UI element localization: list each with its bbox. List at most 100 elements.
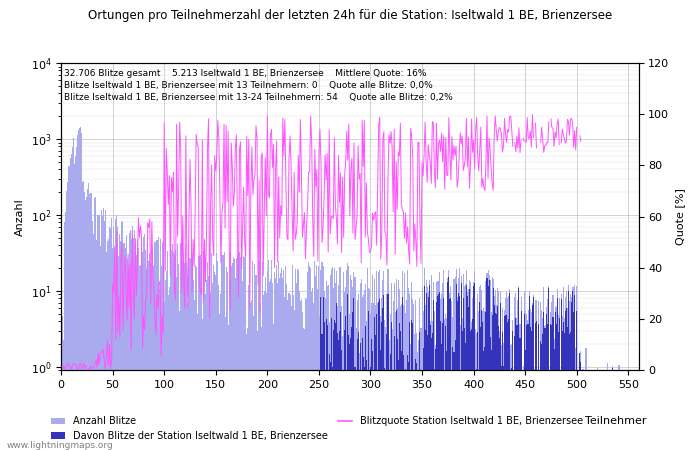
Bar xyxy=(366,321,367,450)
Bar xyxy=(360,279,362,450)
Bar xyxy=(473,282,474,450)
Bar xyxy=(541,310,542,450)
Bar xyxy=(454,340,456,450)
Bar xyxy=(414,374,415,450)
Bar xyxy=(456,301,458,450)
Bar xyxy=(367,393,368,450)
Bar xyxy=(444,380,445,450)
Bar xyxy=(244,256,245,450)
Bar xyxy=(236,258,237,450)
Bar xyxy=(439,272,440,450)
Bar xyxy=(102,216,103,450)
Bar xyxy=(573,287,574,450)
Bar xyxy=(413,397,414,450)
Bar xyxy=(171,250,172,450)
Bar xyxy=(428,285,430,450)
Bar xyxy=(380,316,382,450)
Bar xyxy=(408,362,409,450)
Bar xyxy=(253,316,254,450)
Bar xyxy=(338,340,339,450)
Bar xyxy=(219,314,220,450)
Bar xyxy=(369,387,370,450)
Bar xyxy=(155,242,157,450)
Bar xyxy=(319,316,321,450)
Bar xyxy=(473,286,474,450)
Bar xyxy=(356,338,358,450)
Bar xyxy=(540,341,541,450)
Bar xyxy=(107,241,108,450)
Bar xyxy=(571,297,572,450)
Bar xyxy=(149,253,150,450)
Bar xyxy=(384,368,386,450)
Bar xyxy=(254,264,256,450)
Bar xyxy=(470,282,471,450)
Bar xyxy=(64,212,66,450)
Bar xyxy=(316,266,317,450)
Bar xyxy=(620,395,622,450)
Bar xyxy=(601,380,602,450)
Bar xyxy=(360,374,362,450)
Blitzquote Station Iseltwald 1 BE, Brienzersee xyxy=(316,126,324,132)
Bar xyxy=(148,261,149,450)
Bar xyxy=(469,289,470,450)
Bar xyxy=(68,166,69,450)
Bar xyxy=(274,272,275,450)
Bar xyxy=(416,363,417,450)
Bar xyxy=(378,271,379,450)
Bar xyxy=(83,181,84,450)
Bar xyxy=(476,369,477,450)
Bar xyxy=(464,328,465,450)
Bar xyxy=(512,331,513,450)
Text: Teilnehmer: Teilnehmer xyxy=(585,416,647,426)
Bar xyxy=(136,255,137,450)
Bar xyxy=(377,302,378,450)
Bar xyxy=(477,294,478,450)
Bar xyxy=(208,276,209,450)
Bar xyxy=(183,253,184,450)
Blitzquote Station Iseltwald 1 BE, Brienzersee xyxy=(58,363,66,369)
Bar xyxy=(544,326,545,450)
Bar xyxy=(389,314,391,450)
Bar xyxy=(506,315,507,450)
Bar xyxy=(207,262,208,450)
Bar xyxy=(458,269,460,450)
Bar xyxy=(461,276,462,450)
Bar xyxy=(92,234,94,450)
Bar xyxy=(206,279,207,450)
Bar xyxy=(301,299,302,450)
Text: www.lightningmaps.org: www.lightningmaps.org xyxy=(7,441,113,450)
Bar xyxy=(85,200,86,450)
Bar xyxy=(510,374,511,450)
Bar xyxy=(293,310,295,450)
Bar xyxy=(142,252,143,450)
Bar xyxy=(386,294,388,450)
Bar xyxy=(114,251,116,450)
Bar xyxy=(566,291,567,450)
Bar xyxy=(477,332,478,450)
Bar xyxy=(292,265,293,450)
Bar xyxy=(103,208,104,450)
Bar xyxy=(397,339,398,450)
Bar xyxy=(502,308,503,450)
Bar xyxy=(548,286,550,450)
Bar xyxy=(228,325,229,450)
Bar xyxy=(532,303,533,450)
Bar xyxy=(486,273,487,450)
Bar xyxy=(556,288,558,450)
Bar xyxy=(241,261,242,450)
Bar xyxy=(178,264,179,450)
Bar xyxy=(373,303,374,450)
Bar xyxy=(373,373,374,450)
Bar xyxy=(438,281,439,450)
Bar xyxy=(443,270,444,450)
Bar xyxy=(628,379,629,450)
Bar xyxy=(445,326,447,450)
Bar xyxy=(564,333,565,450)
Bar xyxy=(145,250,146,450)
Bar xyxy=(186,262,188,450)
Bar xyxy=(325,437,326,450)
Bar xyxy=(494,296,495,450)
Bar xyxy=(513,380,514,450)
Bar xyxy=(487,286,489,450)
Bar xyxy=(582,369,583,450)
